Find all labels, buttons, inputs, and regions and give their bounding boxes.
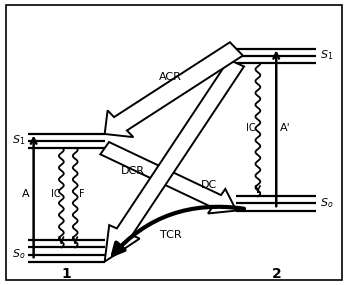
Text: A': A' bbox=[279, 123, 290, 133]
Text: 1: 1 bbox=[62, 267, 71, 282]
Text: DC: DC bbox=[200, 180, 217, 190]
Text: 2: 2 bbox=[271, 267, 281, 282]
Text: A: A bbox=[22, 189, 30, 199]
Polygon shape bbox=[100, 142, 236, 213]
Text: IC: IC bbox=[246, 123, 256, 133]
Text: TCR: TCR bbox=[160, 230, 181, 240]
Text: IC: IC bbox=[51, 189, 60, 199]
Text: ACR: ACR bbox=[159, 72, 182, 82]
Text: $S_1$: $S_1$ bbox=[12, 133, 25, 147]
Text: DCR: DCR bbox=[120, 166, 144, 176]
Polygon shape bbox=[105, 60, 244, 262]
Text: F: F bbox=[79, 189, 84, 199]
Polygon shape bbox=[105, 42, 243, 137]
FancyArrowPatch shape bbox=[113, 207, 244, 255]
Text: $S_o$: $S_o$ bbox=[319, 196, 333, 210]
Text: $S_o$: $S_o$ bbox=[11, 247, 25, 261]
Text: $S_1$: $S_1$ bbox=[319, 48, 333, 62]
